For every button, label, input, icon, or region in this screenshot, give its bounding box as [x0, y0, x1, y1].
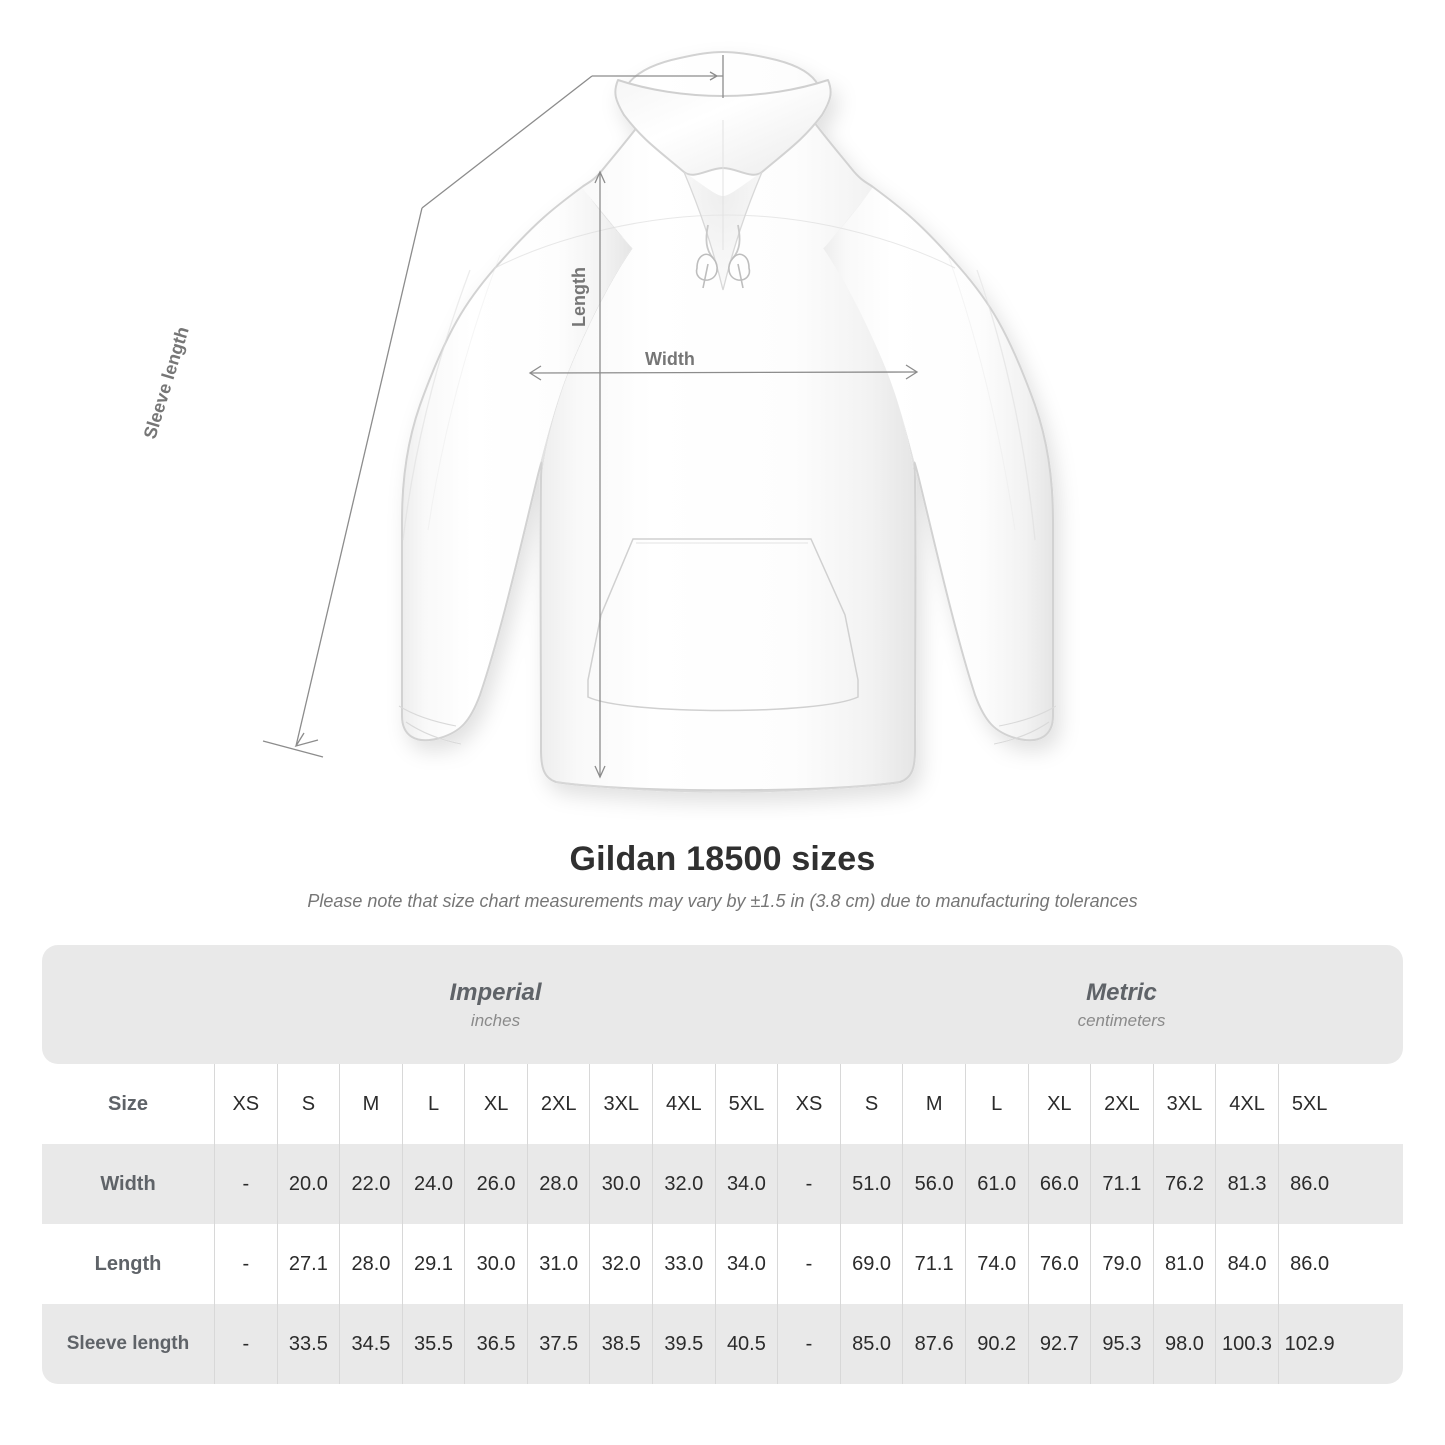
- svg-text:Width: Width: [645, 349, 695, 369]
- svg-text:Length: Length: [569, 267, 589, 327]
- svg-text:Sleeve length: Sleeve length: [140, 324, 193, 441]
